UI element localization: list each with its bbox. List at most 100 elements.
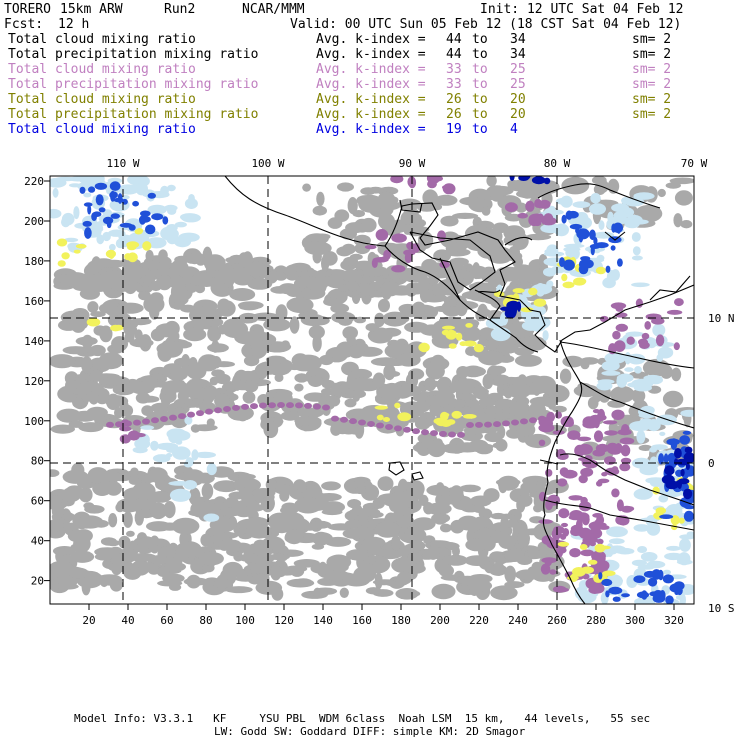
cloud-cell	[655, 507, 667, 515]
cloud-cell	[540, 563, 551, 575]
cloud-cell	[426, 546, 440, 560]
legend-to: 25	[510, 62, 526, 77]
cloud-cell	[394, 402, 401, 409]
cloud-cell	[344, 481, 369, 488]
cloud-cell	[175, 439, 183, 445]
cloud-cell	[514, 347, 535, 356]
cloud-cell	[162, 216, 169, 225]
cloud-cell	[558, 508, 570, 519]
cloud-cell	[467, 579, 493, 592]
cloud-cell	[166, 428, 187, 440]
cloud-cell	[114, 407, 124, 419]
cloud-cell	[134, 228, 143, 235]
bottom-tick-label: 60	[160, 614, 173, 627]
cloud-cell	[95, 194, 104, 206]
cloud-cell	[633, 192, 655, 200]
cloud-cell	[541, 557, 558, 564]
cloud-cell	[102, 209, 113, 217]
cloud-cell	[60, 217, 71, 228]
cloud-cell	[595, 266, 607, 275]
cloud-cell	[549, 569, 557, 575]
cloud-cell	[321, 481, 341, 491]
cloud-cell	[62, 272, 90, 288]
cloud-cell	[383, 249, 391, 260]
cloud-cell	[400, 563, 426, 574]
cloud-cell	[285, 285, 302, 298]
cloud-cell	[685, 462, 691, 470]
cloud-cell	[183, 327, 207, 342]
cloud-cell	[472, 504, 486, 513]
cloud-cell	[673, 213, 683, 228]
cloud-cell	[337, 182, 354, 192]
cloud-cell	[662, 574, 674, 584]
cloud-cell	[560, 533, 567, 540]
left-tick-label: 20	[31, 575, 44, 588]
cloud-cell	[352, 210, 366, 218]
cloud-cell	[213, 531, 222, 548]
cloud-cell	[414, 417, 431, 430]
cloud-cell	[109, 181, 121, 191]
cloud-gray-field	[50, 176, 694, 601]
cloud-cell	[375, 521, 400, 538]
cloud-cell	[517, 494, 533, 507]
cloud-cell	[528, 401, 546, 419]
cloud-cell	[171, 517, 200, 535]
cloud-cell	[85, 176, 103, 183]
cloud-cell	[353, 507, 381, 517]
cloud-cell	[185, 386, 207, 399]
cloud-cell	[543, 267, 557, 277]
cloud-cell	[158, 249, 168, 262]
cloud-cell	[589, 203, 606, 215]
cloud-cell	[164, 544, 176, 560]
legend-index-label: Avg. k-index =	[316, 77, 426, 92]
cloud-cell	[561, 176, 590, 195]
cloud-cell	[511, 305, 517, 316]
cloud-cell	[236, 500, 248, 508]
cloud-cell	[375, 229, 389, 241]
cloud-cell	[76, 381, 104, 395]
left-axis: 220 200 180 160 140 120 100 80 60 40 20	[24, 175, 50, 588]
cloud-cell	[119, 399, 129, 411]
cloud-cell	[279, 489, 290, 502]
cloud-cell	[118, 547, 138, 563]
cloud-cell	[611, 269, 620, 281]
cloud-cell	[565, 210, 573, 220]
legend-field: Total precipitation mixing ratio	[8, 77, 259, 92]
cloud-cell	[425, 395, 441, 406]
cloud-cell	[552, 430, 565, 435]
cloud-cell	[215, 373, 231, 385]
cloud-cell	[246, 524, 272, 539]
cloud-cell	[577, 436, 592, 442]
cloud-cell	[351, 389, 366, 399]
cloud-cell	[493, 374, 511, 385]
cloud-cell	[448, 343, 457, 349]
cloud-cell	[538, 519, 553, 524]
cloud-cell	[385, 424, 393, 430]
cloud-cell	[320, 501, 346, 514]
cloud-cell	[358, 194, 383, 213]
cloud-cell	[214, 577, 230, 589]
cloud-cell	[646, 560, 666, 569]
cloud-cell	[137, 537, 150, 555]
cloud-cell	[478, 397, 497, 407]
cloud-cell	[74, 529, 93, 543]
cloud-cell	[128, 224, 136, 231]
cloud-cell	[427, 176, 443, 182]
cloud-cell	[180, 304, 196, 313]
cloud-cell	[582, 420, 599, 429]
cloud-cell	[435, 482, 445, 493]
cloud-cell	[633, 524, 650, 532]
cloud-cell	[198, 354, 219, 372]
cloud-cell	[263, 420, 279, 439]
cloud-cell	[113, 305, 131, 314]
cloud-cell	[604, 430, 618, 436]
cloud-cell	[290, 565, 305, 577]
cloud-cell	[289, 316, 300, 334]
cloud-cell	[330, 303, 350, 314]
cloud-cell	[374, 312, 385, 328]
cloud-cell	[583, 459, 599, 469]
cloud-yellow-field	[56, 228, 694, 583]
cloud-cell	[610, 245, 616, 251]
cloud-cell	[304, 402, 312, 409]
cloud-cell	[577, 443, 593, 455]
